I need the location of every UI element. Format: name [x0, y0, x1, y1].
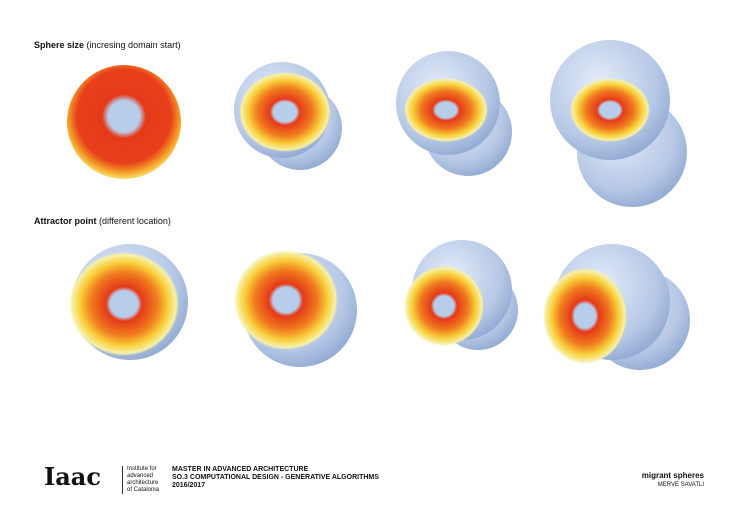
institute-line: advanced	[127, 473, 154, 479]
heading-note: (different location)	[99, 216, 171, 226]
heat-patch	[404, 78, 488, 142]
institute: Institute for advanced architecture of C…	[122, 466, 159, 494]
heat-patch	[69, 252, 179, 356]
course: MASTER IN ADVANCED ARCHITECTURE SO.3 COM…	[172, 466, 379, 490]
sphere	[67, 65, 181, 179]
course-line: 2016/2017	[172, 482, 206, 489]
section-heading: Attractor point (different location)	[34, 216, 171, 226]
heading-note: (incresing domain start)	[86, 40, 181, 50]
institute-line: Institute for	[127, 466, 157, 472]
project-title: migrant spheres	[641, 471, 704, 480]
heat-patch	[234, 250, 338, 350]
heading-title: Attractor point	[34, 216, 97, 226]
institute-line: of Catalonia	[127, 487, 160, 493]
course-line: SO.3 COMPUTATIONAL DESIGN - GENERATIVE A…	[172, 474, 379, 481]
heat-patch	[404, 266, 484, 346]
institute-line: architecture	[127, 480, 159, 486]
logo: Iaac	[44, 462, 101, 491]
heading-title: Sphere size	[34, 40, 85, 50]
course-line: MASTER IN ADVANCED ARCHITECTURE	[172, 466, 309, 473]
row-1	[67, 40, 687, 207]
row-2	[69, 240, 690, 370]
heat-patch	[543, 268, 627, 364]
heat-patch	[570, 78, 650, 142]
heat-patch	[239, 72, 331, 152]
section-heading: Sphere size (incresing domain start)	[34, 40, 181, 50]
author: MERVE SAVATLI	[657, 482, 704, 488]
